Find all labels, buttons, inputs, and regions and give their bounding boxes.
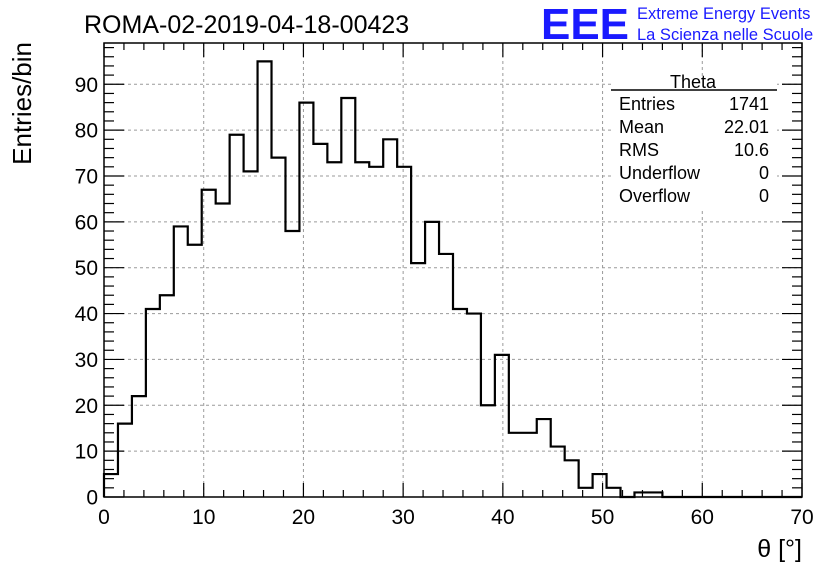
histogram-bin bbox=[551, 447, 565, 497]
histogram-bin bbox=[160, 295, 174, 497]
histogram-bin bbox=[579, 488, 593, 497]
histogram-bin bbox=[411, 263, 425, 497]
histogram-bin bbox=[383, 139, 397, 497]
histogram-bin bbox=[230, 135, 244, 497]
y-tick-label: 50 bbox=[75, 257, 98, 280]
y-tick-label: 40 bbox=[75, 303, 98, 326]
histogram-bin bbox=[174, 226, 188, 497]
y-tick-label: 90 bbox=[75, 74, 98, 97]
plot-frame bbox=[103, 42, 803, 498]
x-tick-label: 50 bbox=[591, 506, 614, 529]
chart-title: ROMA-02-2019-04-18-00423 bbox=[84, 11, 409, 39]
histogram-bin bbox=[202, 190, 216, 497]
y-tick-labels: 0 10 20 30 40 50 60 70 80 90 bbox=[75, 74, 98, 510]
y-tick-label: 80 bbox=[75, 120, 98, 143]
histogram-bin bbox=[453, 309, 467, 497]
stats-value-entries: 1741 bbox=[729, 94, 769, 114]
logo-tagline-1: Extreme Energy Events bbox=[637, 5, 810, 23]
histogram-bin bbox=[118, 424, 132, 497]
y-axis-label: Entries/bin bbox=[7, 42, 37, 165]
histogram-step-line bbox=[102, 60, 802, 499]
histogram-bin bbox=[565, 460, 579, 497]
y-tick-label: 70 bbox=[75, 165, 98, 188]
x-tick-labels: 0 10 20 30 40 50 60 70 bbox=[98, 506, 814, 529]
histogram-bin bbox=[593, 474, 607, 497]
stats-value-underflow: 0 bbox=[759, 163, 769, 183]
y-tick-label: 0 bbox=[86, 487, 98, 510]
x-tick-label: 40 bbox=[491, 506, 514, 529]
axis-ticks bbox=[103, 43, 803, 498]
histogram-bin bbox=[146, 309, 160, 497]
eee-logo-mark: EEE bbox=[541, 0, 629, 49]
x-tick-label: 20 bbox=[292, 506, 315, 529]
histogram-bin bbox=[258, 61, 272, 497]
stats-box-title: Theta bbox=[670, 72, 717, 92]
y-tick-label: 60 bbox=[75, 211, 98, 234]
histogram-bin bbox=[648, 492, 662, 497]
histogram-bin bbox=[397, 167, 411, 497]
stats-label-underflow: Underflow bbox=[619, 163, 701, 183]
y-tick-label: 30 bbox=[75, 349, 98, 372]
histogram-bin bbox=[341, 98, 355, 497]
histogram-bin bbox=[285, 231, 299, 497]
y-tick-label: 20 bbox=[75, 395, 98, 418]
histogram-bin bbox=[509, 433, 523, 497]
stats-label-entries: Entries bbox=[619, 94, 675, 114]
histogram-bin bbox=[244, 171, 258, 497]
histogram-bin bbox=[313, 144, 327, 497]
histogram-bin bbox=[355, 162, 369, 497]
histogram-bin bbox=[634, 492, 648, 497]
histogram-bin bbox=[439, 254, 453, 497]
x-tick-label: 30 bbox=[391, 506, 414, 529]
histogram-bin bbox=[425, 222, 439, 497]
stats-label-rms: RMS bbox=[619, 140, 659, 160]
histogram-bin bbox=[495, 355, 509, 497]
stats-box: Theta Entries 1741 Mean 22.01 RMS 10.6 U… bbox=[611, 72, 777, 211]
histogram-bin bbox=[523, 433, 537, 497]
histogram-bin bbox=[369, 167, 383, 497]
stats-label-mean: Mean bbox=[619, 117, 664, 137]
histogram-bin bbox=[188, 245, 202, 497]
histogram-bin bbox=[104, 474, 118, 497]
stats-value-rms: 10.6 bbox=[734, 140, 769, 160]
histogram-bin bbox=[607, 488, 621, 497]
x-tick-label: 0 bbox=[98, 506, 110, 529]
histogram-bin bbox=[481, 405, 495, 497]
histogram-bins bbox=[104, 61, 662, 497]
x-tick-label: 60 bbox=[691, 506, 714, 529]
histogram-bin bbox=[272, 158, 286, 497]
histogram-bin bbox=[537, 419, 551, 497]
stats-box-background bbox=[611, 79, 777, 211]
histogram-bin bbox=[132, 396, 146, 497]
x-tick-label: 10 bbox=[192, 506, 215, 529]
histogram-bin bbox=[327, 162, 341, 497]
y-tick-label: 10 bbox=[75, 441, 98, 464]
x-tick-label: 70 bbox=[790, 506, 813, 529]
eee-logo: EEE Extreme Energy Events La Scienza nel… bbox=[541, 0, 813, 49]
stats-label-overflow: Overflow bbox=[619, 186, 691, 206]
stats-value-mean: 22.01 bbox=[724, 117, 769, 137]
x-axis-label: θ [°] bbox=[757, 535, 802, 563]
logo-tagline-2: La Scienza nelle Scuole bbox=[637, 26, 813, 44]
histogram-bin bbox=[467, 314, 481, 497]
histogram-bin bbox=[216, 204, 230, 497]
histogram-bin bbox=[299, 103, 313, 497]
stats-value-overflow: 0 bbox=[759, 186, 769, 206]
